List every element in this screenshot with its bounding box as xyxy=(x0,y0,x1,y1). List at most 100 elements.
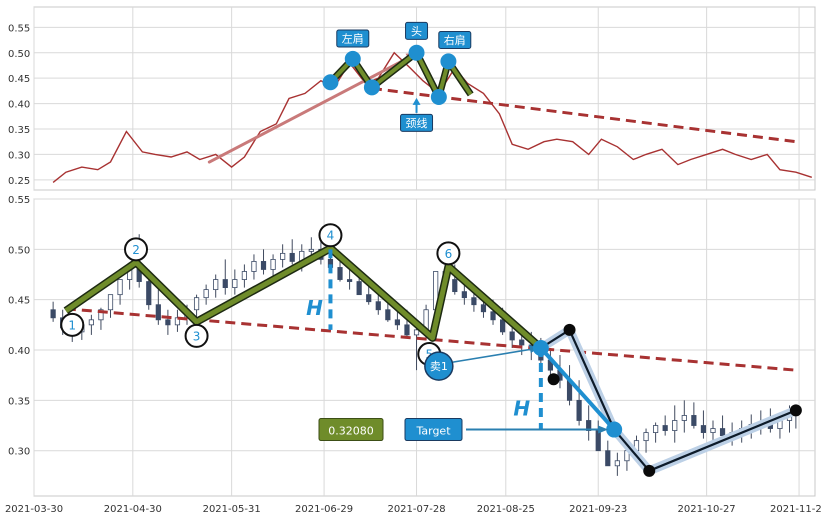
neckline-pointer-head xyxy=(412,97,421,105)
bottom-y-tick-label: 0.30 xyxy=(8,447,30,458)
candle-body xyxy=(107,294,114,311)
candle-body xyxy=(174,317,181,326)
bottom-candlestick-panel: 2021-03-30 2021-04-30 2021-05-31 2021-06-29… xyxy=(5,195,822,515)
x-tick-label: 2021-04-30 xyxy=(104,504,162,515)
top-y-tick-label: 0.45 xyxy=(8,74,30,85)
candle-body xyxy=(471,297,477,306)
turning-point xyxy=(563,323,576,336)
pattern-number-label: 2 xyxy=(132,243,140,257)
bottom-y-tick-label: 0.55 xyxy=(8,195,30,206)
candle-body xyxy=(366,294,372,303)
height-label: H xyxy=(513,396,530,420)
candle-body xyxy=(241,271,247,280)
callout-box xyxy=(336,29,370,48)
candle-body xyxy=(576,399,582,421)
callout-box xyxy=(438,31,472,50)
pattern-number-circle xyxy=(436,241,461,266)
callout-label: 左肩 xyxy=(342,32,364,46)
x-tick-label: 2021-11-25 xyxy=(770,504,822,515)
candle-body xyxy=(480,304,487,313)
sell-arrow-line xyxy=(452,348,533,363)
neckline-dashed xyxy=(65,307,796,372)
candle-body xyxy=(385,309,391,321)
x-tick-label: 2021-06-29 xyxy=(295,504,353,515)
candle-body xyxy=(662,425,668,431)
candle-body xyxy=(490,311,496,321)
pattern-zigzag xyxy=(64,245,543,350)
candle-body xyxy=(719,428,726,436)
turning-point xyxy=(643,464,656,477)
top-y-tick-label: 0.40 xyxy=(8,100,30,111)
candle-body xyxy=(193,297,200,311)
candle-body xyxy=(203,289,209,299)
candle-body xyxy=(394,319,401,326)
candle-body xyxy=(595,430,601,452)
top-y-tick-label: 0.50 xyxy=(8,49,30,60)
sell-marker-circle xyxy=(424,351,454,381)
callout-box xyxy=(405,21,429,40)
candle-body xyxy=(88,319,94,326)
candle-body xyxy=(260,261,267,270)
callout-label: 右肩 xyxy=(444,33,466,47)
x-tick-label: 2021-09-23 xyxy=(569,504,627,515)
top-y-tick-label: 0.35 xyxy=(8,125,30,136)
breakout-point xyxy=(532,340,549,357)
callout-label: 颈线 xyxy=(406,116,428,130)
target-arrow-head xyxy=(598,425,609,434)
x-tick-label: 2021-05-31 xyxy=(203,504,261,515)
target-point xyxy=(606,421,623,438)
forecast-drop-segment xyxy=(539,346,616,431)
pivot-point xyxy=(408,44,425,61)
candle-body xyxy=(499,319,506,333)
candle-body xyxy=(117,279,123,296)
candle-body xyxy=(289,252,295,262)
pattern-number-circle xyxy=(124,237,149,262)
pivot-point xyxy=(322,74,339,91)
top-y-tick-label: 0.55 xyxy=(8,23,30,34)
bottom-y-tick-label: 0.50 xyxy=(8,245,30,256)
candle-body xyxy=(614,460,620,467)
candle-body xyxy=(280,252,286,260)
candle-body xyxy=(413,329,420,336)
bottom-y-tick-label: 0.40 xyxy=(8,346,30,357)
pivot-point xyxy=(363,79,380,96)
turning-point xyxy=(547,373,560,386)
pivot-point xyxy=(430,88,447,105)
callout-label: 头 xyxy=(411,25,422,38)
x-tick-label: 2021-10-27 xyxy=(678,504,736,515)
candle-body xyxy=(653,425,659,433)
top-y-tick-label: 0.25 xyxy=(8,176,30,187)
candle-body xyxy=(643,432,649,442)
pattern-number-circle xyxy=(318,223,343,248)
candle-body xyxy=(251,261,257,272)
trend-arrow-line xyxy=(207,55,413,164)
price-label-box xyxy=(318,418,384,442)
bottom-y-tick-label: 0.45 xyxy=(8,296,30,307)
pattern-number-label: 5 xyxy=(425,348,433,362)
candle-body xyxy=(672,420,678,431)
height-label: H xyxy=(306,296,323,320)
target-label: Target xyxy=(415,425,451,438)
candle-body xyxy=(165,319,171,326)
pivot-point xyxy=(344,50,361,67)
top-y-tick-label: 0.30 xyxy=(8,150,30,161)
candle-body xyxy=(691,415,697,426)
candle-body xyxy=(404,324,410,336)
candle-body xyxy=(375,301,381,311)
candle-body xyxy=(155,304,161,321)
candle-body xyxy=(710,428,716,433)
callout-box xyxy=(400,113,434,132)
candle-body xyxy=(232,279,238,288)
candle-body xyxy=(452,279,458,293)
pattern-number-circle xyxy=(184,323,209,348)
candle-body xyxy=(586,420,592,431)
x-tick-label: 2021-08-25 xyxy=(477,504,535,515)
candle-body xyxy=(308,248,314,252)
candle-body xyxy=(509,331,515,341)
candle-body xyxy=(519,339,525,346)
x-tick-label: 2021-07-28 xyxy=(387,504,445,515)
candle-body xyxy=(605,450,611,467)
pattern-number-circle xyxy=(60,312,85,337)
